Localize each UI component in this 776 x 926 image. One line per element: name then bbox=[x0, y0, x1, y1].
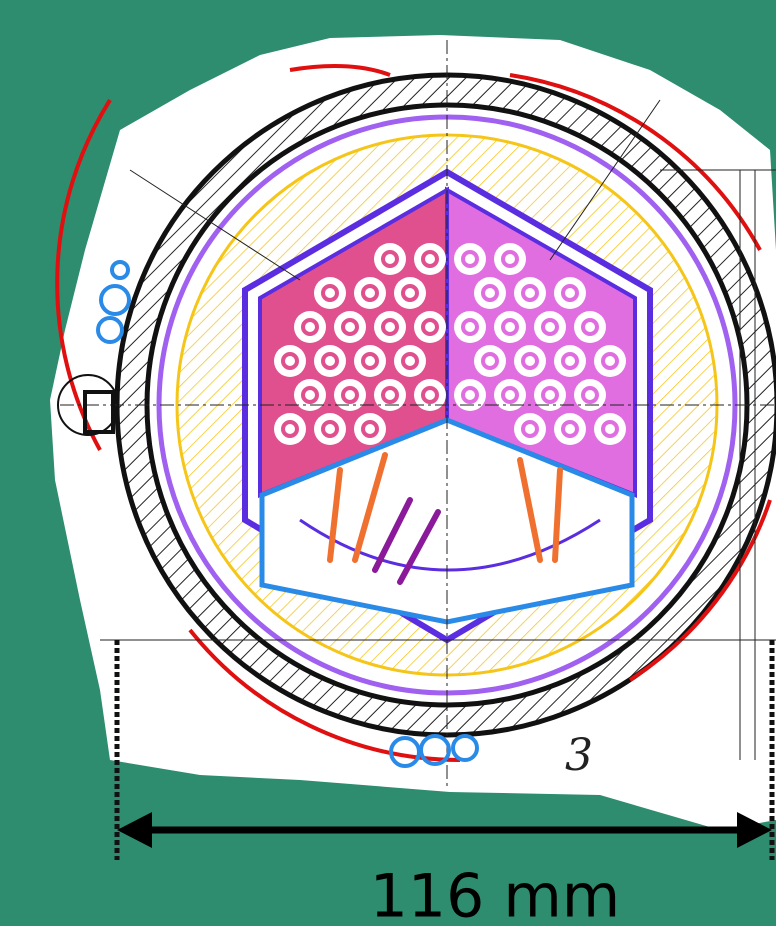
hole bbox=[554, 277, 586, 309]
hole bbox=[414, 311, 446, 343]
hole bbox=[354, 277, 386, 309]
hole bbox=[494, 311, 526, 343]
hole bbox=[574, 311, 606, 343]
hole bbox=[594, 413, 626, 445]
red-wire-top bbox=[289, 64, 391, 77]
hole bbox=[421, 250, 439, 268]
part-label: 3 bbox=[565, 730, 593, 781]
hole bbox=[294, 379, 326, 411]
hole bbox=[394, 345, 426, 377]
hole bbox=[301, 386, 319, 404]
hole bbox=[361, 284, 379, 302]
hole bbox=[421, 318, 439, 336]
hole bbox=[301, 318, 319, 336]
hole-grid bbox=[274, 243, 626, 445]
hole bbox=[314, 413, 346, 445]
hole bbox=[334, 311, 366, 343]
hole bbox=[374, 243, 406, 275]
red-wire-right bbox=[509, 73, 762, 251]
hole bbox=[521, 420, 539, 438]
hole bbox=[474, 277, 506, 309]
hole bbox=[581, 386, 599, 404]
hole bbox=[601, 352, 619, 370]
hole bbox=[461, 318, 479, 336]
hole bbox=[274, 413, 306, 445]
hole bbox=[354, 345, 386, 377]
hole bbox=[541, 318, 559, 336]
hole bbox=[561, 284, 579, 302]
construction-lines bbox=[60, 40, 776, 790]
red-wire-bottom-right bbox=[628, 499, 772, 682]
hole bbox=[401, 284, 419, 302]
hole bbox=[521, 284, 539, 302]
lower-arc bbox=[299, 518, 601, 572]
hole bbox=[321, 352, 339, 370]
hole bbox=[341, 386, 359, 404]
hole bbox=[374, 311, 406, 343]
connector bbox=[57, 374, 119, 436]
hole bbox=[281, 420, 299, 438]
hole bbox=[454, 379, 486, 411]
connector-body bbox=[83, 390, 115, 434]
arrow-right bbox=[737, 812, 772, 848]
hole bbox=[414, 379, 446, 411]
hole bbox=[354, 413, 386, 445]
hole bbox=[334, 379, 366, 411]
arrow-left bbox=[117, 812, 152, 848]
hole bbox=[281, 352, 299, 370]
hole bbox=[561, 352, 579, 370]
hole bbox=[574, 379, 606, 411]
hole bbox=[534, 379, 566, 411]
hole bbox=[314, 277, 346, 309]
hole bbox=[341, 318, 359, 336]
blue-cables bbox=[96, 260, 479, 768]
hole bbox=[454, 243, 486, 275]
hole bbox=[381, 386, 399, 404]
hole bbox=[381, 250, 399, 268]
hole bbox=[501, 250, 519, 268]
hole bbox=[514, 413, 546, 445]
hole bbox=[414, 243, 446, 275]
hole bbox=[461, 386, 479, 404]
hole bbox=[321, 284, 339, 302]
hole bbox=[361, 352, 379, 370]
hole bbox=[394, 277, 426, 309]
hole bbox=[561, 420, 579, 438]
hole bbox=[474, 345, 506, 377]
dimension-label: 116 mm bbox=[370, 862, 621, 926]
hole bbox=[541, 386, 559, 404]
hole bbox=[601, 420, 619, 438]
hole bbox=[554, 345, 586, 377]
hole bbox=[374, 379, 406, 411]
hole bbox=[501, 318, 519, 336]
hole bbox=[461, 250, 479, 268]
hole bbox=[454, 311, 486, 343]
hole bbox=[581, 318, 599, 336]
hole bbox=[514, 345, 546, 377]
hole bbox=[494, 379, 526, 411]
hole bbox=[521, 352, 539, 370]
hole bbox=[481, 352, 499, 370]
hole bbox=[514, 277, 546, 309]
orange-rods bbox=[327, 452, 563, 563]
hole bbox=[321, 420, 339, 438]
hole bbox=[494, 243, 526, 275]
hole bbox=[381, 318, 399, 336]
hole bbox=[421, 386, 439, 404]
hole bbox=[534, 311, 566, 343]
hole bbox=[401, 352, 419, 370]
red-wire-left bbox=[55, 98, 112, 451]
purple-rods bbox=[372, 497, 441, 585]
hole bbox=[481, 284, 499, 302]
hole bbox=[501, 386, 519, 404]
hole bbox=[314, 345, 346, 377]
hole bbox=[361, 420, 379, 438]
hole bbox=[554, 413, 586, 445]
hole bbox=[294, 311, 326, 343]
hole bbox=[274, 345, 306, 377]
hole bbox=[594, 345, 626, 377]
